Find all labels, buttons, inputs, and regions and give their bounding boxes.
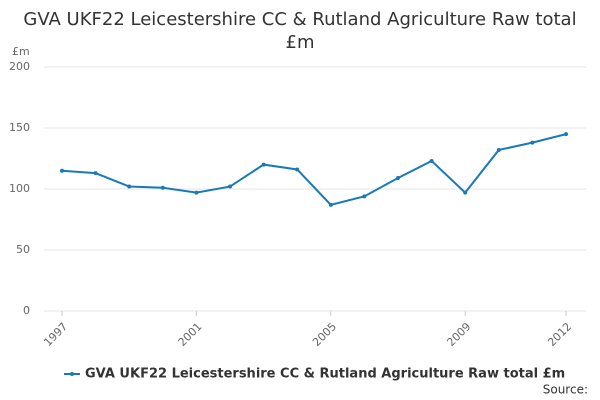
data-point [463,190,468,195]
y-tick-label: 150 [9,121,30,134]
data-point [564,132,568,137]
data-point [328,202,333,207]
legend-marker [70,372,74,376]
y-tick-label: 100 [9,182,30,195]
data-point [194,190,199,195]
source: Source: [543,383,588,397]
x-tick-label: 2005 [310,320,339,349]
data-point [530,140,535,145]
x-tick-label: 1997 [41,320,70,349]
series-line [61,133,567,206]
y-tick-label: 200 [9,60,30,73]
x-tick-label: 2001 [176,320,205,349]
data-point [160,185,165,190]
data-point [228,184,232,189]
data-point [429,158,434,163]
data-point [93,171,98,176]
data-point [127,184,132,189]
data-point [362,194,367,199]
data-point [295,167,300,172]
y-tick-label: 50 [16,243,30,256]
x-tick-label: 2009 [444,320,473,349]
legend-label: GVA UKF22 Leicestershire CC & Rutland Ag… [85,367,565,382]
data-point [261,162,266,167]
y-tick-label: 0 [23,304,30,317]
data-point [496,147,501,152]
y-axis-label: £m [12,45,30,58]
data-point [396,176,400,181]
x-tick-label: 2012 [545,320,574,349]
chart-title: GVA UKF22 Leicestershire CC & Rutland Ag… [23,9,577,53]
data-point [60,168,64,173]
